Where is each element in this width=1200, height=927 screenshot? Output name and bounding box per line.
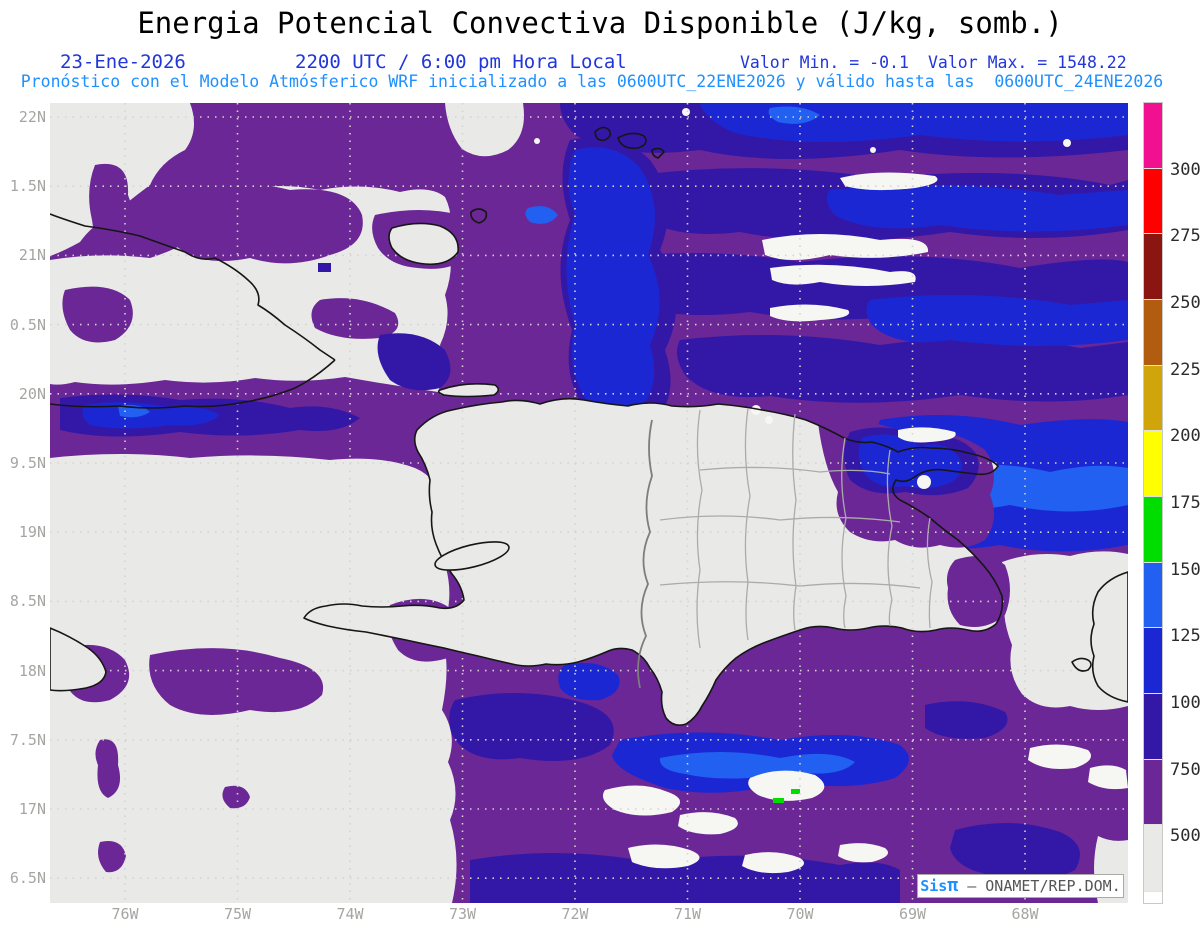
lon-label-71W: 71W: [673, 905, 702, 923]
colorbar-tick-2500: 2500: [1170, 293, 1200, 313]
colorbar-segment-10: [1144, 759, 1162, 826]
colorbar-tick-1750: 1750: [1170, 493, 1200, 513]
lat-label-18N: 18N: [18, 661, 46, 680]
page-title: Energia Potencial Convectiva Disponible …: [137, 6, 1063, 40]
lon-label-74W: 74W: [336, 905, 364, 923]
colorbar-segment-5: [1144, 431, 1162, 497]
colorbar-tick-2750: 2750: [1170, 226, 1200, 247]
lon-label-75W: 75W: [223, 905, 252, 923]
colorbar-segment-0: [1144, 103, 1162, 169]
forecast-date: 23-Ene-2026: [60, 51, 186, 73]
credit-box: Sisπ — ONAMET/REP.DOM.: [917, 874, 1124, 898]
sispi-app-name: Sisπ: [920, 875, 959, 896]
pi-symbol: π: [947, 875, 959, 896]
colorbar-tick-1250: 1250: [1170, 626, 1200, 647]
lat-label-1.5N: 1.5N: [9, 177, 46, 196]
tortuga-island: [437, 383, 500, 398]
credit-org: ONAMET/REP.DOM.: [985, 877, 1121, 895]
colorbar-segment-4: [1144, 365, 1162, 432]
lat-label-22N: 22N: [18, 108, 46, 126]
white-patches: [534, 108, 1128, 874]
colorbar-tick-2000: 2000: [1170, 426, 1200, 447]
gonave-island: [434, 541, 510, 571]
credit-separator: —: [967, 877, 977, 895]
forecast-time: 2200 UTC / 6:00 pm Hora Local: [295, 51, 627, 73]
colorbar-tick-1000: 1000: [1170, 693, 1200, 713]
lat-label-7.5N: 7.5N: [9, 730, 46, 749]
cape-map-svg: [50, 103, 1128, 903]
model-init-line: Pronóstico con el Modelo Atmósferico WRF…: [20, 72, 1164, 91]
puerto-rico-west-coast: [1090, 571, 1128, 703]
colorbar-segment-1: [1144, 168, 1162, 235]
colorbar-segment-2: [1144, 234, 1162, 300]
admin-borders: [637, 407, 933, 689]
lon-label-70W: 70W: [786, 905, 814, 923]
lat-label-20N: 20N: [18, 384, 46, 403]
haiti-dr-border: [637, 419, 653, 689]
lon-label-76W: 76W: [111, 905, 139, 923]
colorbar-segment-11: [1144, 825, 1162, 892]
lat-label-0.5N: 0.5N: [9, 315, 46, 334]
colorbar-tick-3000: 3000: [1170, 159, 1200, 180]
colorbar-tick-750: 750: [1170, 759, 1200, 780]
province-borders: [659, 407, 933, 649]
cape-colorbar: [1143, 102, 1163, 904]
colorbar-segment-6: [1144, 496, 1162, 563]
colorbar-segment-8: [1144, 628, 1162, 694]
value-min-label: Valor Min. = -0.1: [740, 53, 909, 72]
jamaica-east-tip: [50, 627, 107, 692]
cuba-south-coast: [50, 359, 336, 409]
map-plot-area: [50, 103, 1128, 903]
lon-label-68W: 68W: [1011, 905, 1039, 923]
hispaniola-island: [304, 398, 1003, 726]
colorbar-tick-2250: 2250: [1170, 359, 1200, 380]
value-max-label: Valor Max. = 1548.22: [928, 53, 1127, 72]
cuba-north-coast: [50, 213, 336, 361]
lon-label-73W: 73W: [448, 905, 477, 923]
lat-label-9.5N: 9.5N: [9, 454, 46, 472]
lon-label-72W: 72W: [561, 905, 589, 923]
green-specks: [773, 789, 800, 803]
colorbar-segment-9: [1144, 693, 1162, 760]
mona-island: [1071, 657, 1092, 672]
little-inagua-island: [470, 208, 488, 224]
great-inagua-island: [388, 222, 459, 266]
lat-label-21N: 21N: [18, 246, 46, 265]
colorbar-tick-500: 500: [1170, 826, 1200, 847]
lat-label-6.5N: 6.5N: [9, 869, 46, 888]
colorbar-tick-1500: 1500: [1170, 559, 1200, 580]
coastlines: [50, 126, 1128, 726]
colorbar-segment-3: [1144, 299, 1162, 366]
lat-label-17N: 17N: [18, 800, 46, 818]
lat-label-8.5N: 8.5N: [9, 592, 46, 611]
turks-caicos-islands: [594, 126, 665, 159]
lon-label-69W: 69W: [898, 905, 927, 923]
hispaniola-coastline: [303, 397, 1004, 726]
lat-label-19N: 19N: [18, 523, 46, 542]
colorbar-segment-7: [1144, 562, 1162, 629]
